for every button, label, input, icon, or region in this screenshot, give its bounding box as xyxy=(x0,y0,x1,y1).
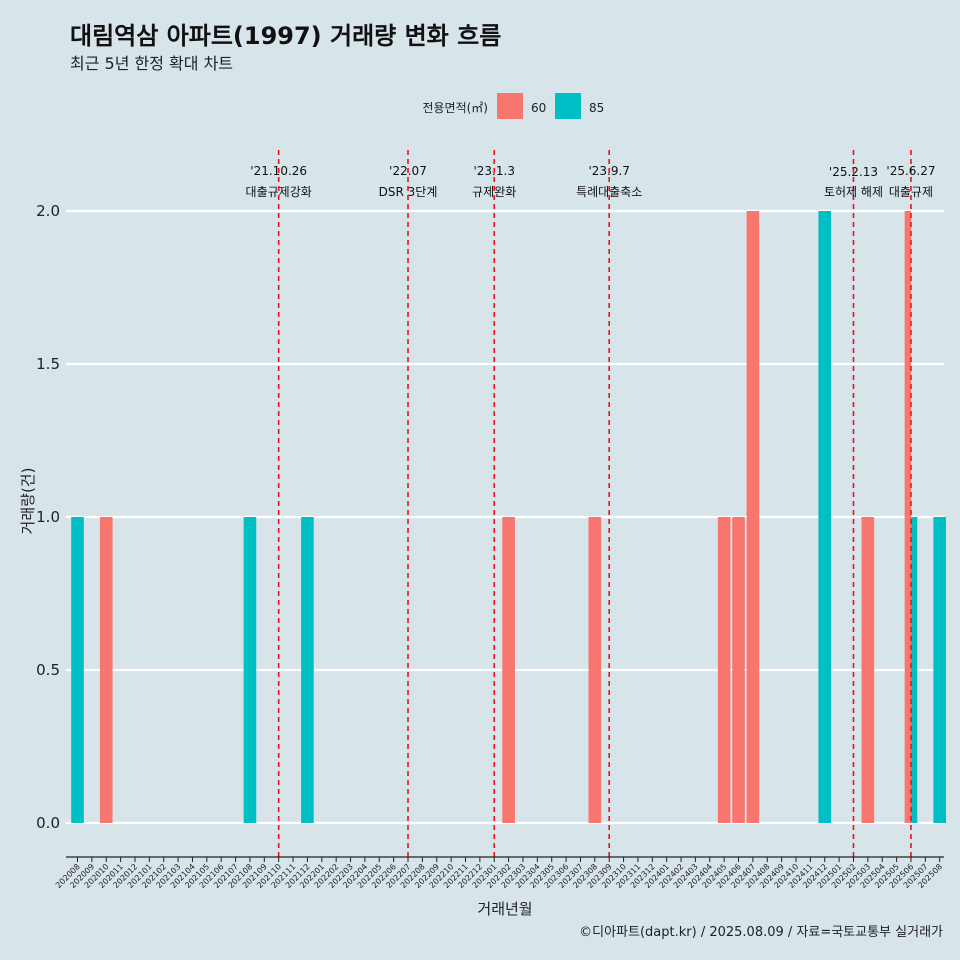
bars xyxy=(71,211,946,823)
bar-202503-60 xyxy=(861,517,875,823)
chart-subtitle: 최근 5년 한정 확대 차트 xyxy=(70,54,233,73)
event-date: '25.2.13 xyxy=(829,165,878,179)
bar-202008-85 xyxy=(71,517,84,823)
event-label: 대출규제 xyxy=(889,185,933,199)
y-tick-label: 1.0 xyxy=(36,508,60,526)
bar-202308-60 xyxy=(588,517,602,823)
legend-title: 전용면적(㎡) xyxy=(422,101,488,115)
bar-202405-60 xyxy=(717,517,731,823)
y-tick-label: 0.5 xyxy=(36,661,60,679)
event-label: 특례대출축소 xyxy=(576,185,642,199)
y-axis: 0.0 0.5 1.0 1.5 2.0 xyxy=(36,202,60,832)
event-date: '23.9.7 xyxy=(588,164,629,178)
y-tick-label: 0.0 xyxy=(36,814,60,832)
bar-202010-60 xyxy=(99,517,113,823)
event-label: 규제완화 xyxy=(472,185,516,199)
caption: ©디아파트(dapt.kr) / 2025.08.09 / 자료=국토교통부 실… xyxy=(579,925,943,940)
bar-202412-85 xyxy=(818,211,832,823)
legend-swatch-85 xyxy=(555,93,581,119)
bar-202406-60 xyxy=(732,517,745,823)
legend-swatch-60 xyxy=(497,93,523,119)
legend-label-85: 85 xyxy=(589,101,604,115)
y-tick-label: 1.5 xyxy=(36,355,60,373)
y-tick-label: 2.0 xyxy=(36,202,60,220)
event-date: '23.1.3 xyxy=(473,164,514,178)
bar-202407-60 xyxy=(746,211,760,823)
event-date: '21.10.26 xyxy=(250,164,307,178)
chart-title: 대림역삼 아파트(1997) 거래량 변화 흐름 xyxy=(70,22,501,50)
x-axis: 2020082020092020102020112020122021012021… xyxy=(54,856,944,890)
bar-202506-60 xyxy=(904,211,911,823)
y-axis-title: 거래량(건) xyxy=(19,468,37,535)
event-label: 토허제 해제 xyxy=(824,185,883,199)
x-axis-title: 거래년월 xyxy=(477,900,532,918)
event-date: '22.07 xyxy=(389,164,427,178)
event-label: DSR 3단계 xyxy=(379,185,438,199)
bar-202112-85 xyxy=(301,517,314,823)
event-lines: '21.10.26 대출규제강화 '22.07 DSR 3단계 '23.1.3 규제완화 '… xyxy=(246,150,936,857)
legend-label-60: 60 xyxy=(531,101,546,115)
bar-202508-85 xyxy=(933,517,946,823)
bar-202506-85 xyxy=(910,517,918,823)
bar-202302-60 xyxy=(502,517,515,823)
event-date: '25.6.27 xyxy=(886,164,935,178)
legend: 전용면적(㎡) 60 85 xyxy=(422,93,604,119)
event-label: 대출규제강화 xyxy=(246,185,312,199)
bar-202108-85 xyxy=(243,517,257,823)
